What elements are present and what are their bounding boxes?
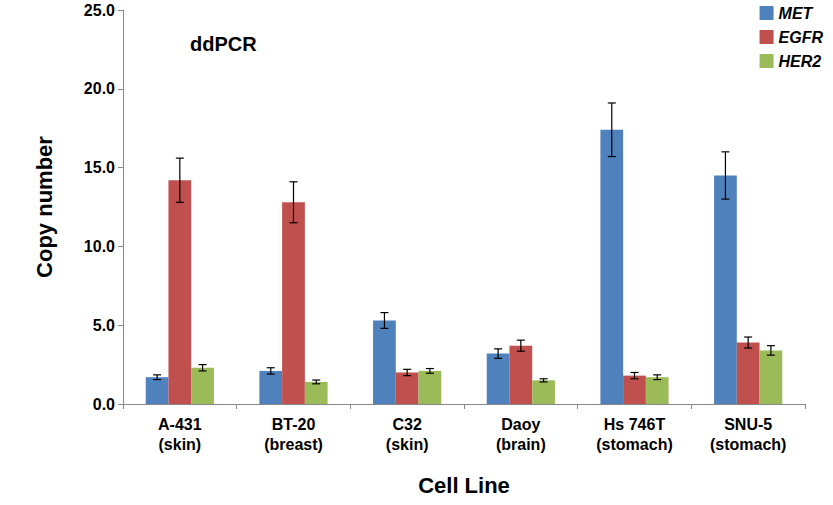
svg-text:(stomach): (stomach) bbox=[596, 436, 672, 453]
svg-text:(skin): (skin) bbox=[386, 436, 429, 453]
svg-text:C32: C32 bbox=[392, 416, 421, 433]
svg-text:(stomach): (stomach) bbox=[710, 436, 786, 453]
svg-text:Hs 746T: Hs 746T bbox=[604, 416, 666, 433]
svg-text:HER2: HER2 bbox=[779, 53, 822, 70]
svg-text:Cell Line: Cell Line bbox=[418, 473, 510, 498]
svg-text:EGFR: EGFR bbox=[779, 29, 824, 46]
svg-text:A-431: A-431 bbox=[158, 416, 202, 433]
svg-text:20.0: 20.0 bbox=[84, 80, 115, 97]
svg-text:(skin): (skin) bbox=[158, 436, 201, 453]
svg-text:Daoy: Daoy bbox=[501, 416, 540, 433]
svg-text:SNU-5: SNU-5 bbox=[724, 416, 772, 433]
svg-text:ddPCR: ddPCR bbox=[190, 33, 257, 55]
svg-text:(breast): (breast) bbox=[264, 436, 323, 453]
svg-text:Copy number: Copy number bbox=[32, 136, 57, 278]
svg-text:5.0: 5.0 bbox=[93, 317, 115, 334]
svg-text:0.0: 0.0 bbox=[93, 396, 115, 413]
svg-text:15.0: 15.0 bbox=[84, 159, 115, 176]
svg-text:BT-20: BT-20 bbox=[272, 416, 316, 433]
svg-text:(brain): (brain) bbox=[496, 436, 546, 453]
svg-text:MET: MET bbox=[779, 5, 814, 22]
svg-text:25.0: 25.0 bbox=[84, 2, 115, 19]
svg-text:10.0: 10.0 bbox=[84, 238, 115, 255]
